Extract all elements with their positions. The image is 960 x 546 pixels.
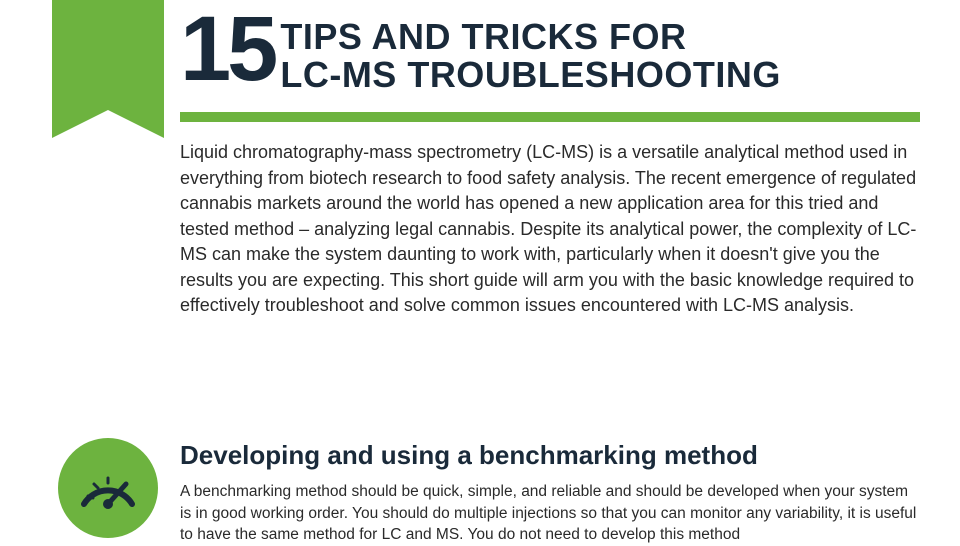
section-1-title: Developing and using a benchmarking meth…	[180, 440, 920, 471]
gauge-icon	[58, 438, 158, 538]
header-title-block: TIPS AND TRICKS FOR LC-MS TROUBLESHOOTIN…	[280, 8, 780, 94]
header-number: 15	[180, 8, 274, 91]
section-1: Developing and using a benchmarking meth…	[180, 440, 920, 546]
title-line-2: LC-MS TROUBLESHOOTING	[280, 56, 780, 94]
title-underline	[180, 112, 920, 122]
section-1-body: A benchmarking method should be quick, s…	[180, 481, 920, 546]
intro-paragraph: Liquid chromatography-mass spectrometry …	[180, 140, 920, 319]
header: 15 TIPS AND TRICKS FOR LC-MS TROUBLESHOO…	[180, 8, 920, 94]
title-line-1: TIPS AND TRICKS FOR	[280, 18, 780, 56]
ribbon-banner	[52, 0, 164, 110]
